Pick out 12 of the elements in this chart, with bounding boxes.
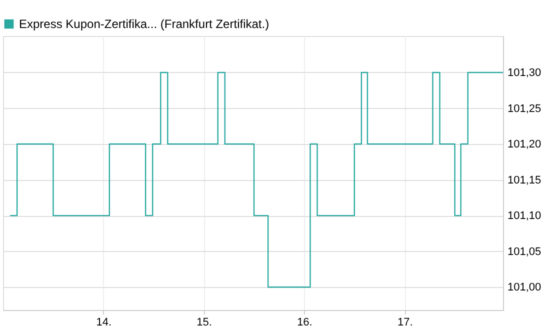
y-tick-label: 101,10 xyxy=(508,210,542,222)
y-tick-label: 101,20 xyxy=(508,138,542,151)
y-tick-label: 101,05 xyxy=(508,246,542,258)
y-tick-label: 101,25 xyxy=(508,102,542,115)
x-tick-label: 16. xyxy=(297,316,312,327)
x-tick-label: 15. xyxy=(196,316,212,327)
x-tick-label: 17. xyxy=(397,316,413,327)
y-tick-label: 101,30 xyxy=(508,66,542,79)
legend-label: Express Kupon-Zertifika... (Frankfurt Zertifikat.) xyxy=(19,17,270,31)
y-tick-label: 101,15 xyxy=(508,174,542,186)
x-tick-label: 14. xyxy=(96,316,112,327)
y-tick-label: 101,00 xyxy=(508,282,542,294)
